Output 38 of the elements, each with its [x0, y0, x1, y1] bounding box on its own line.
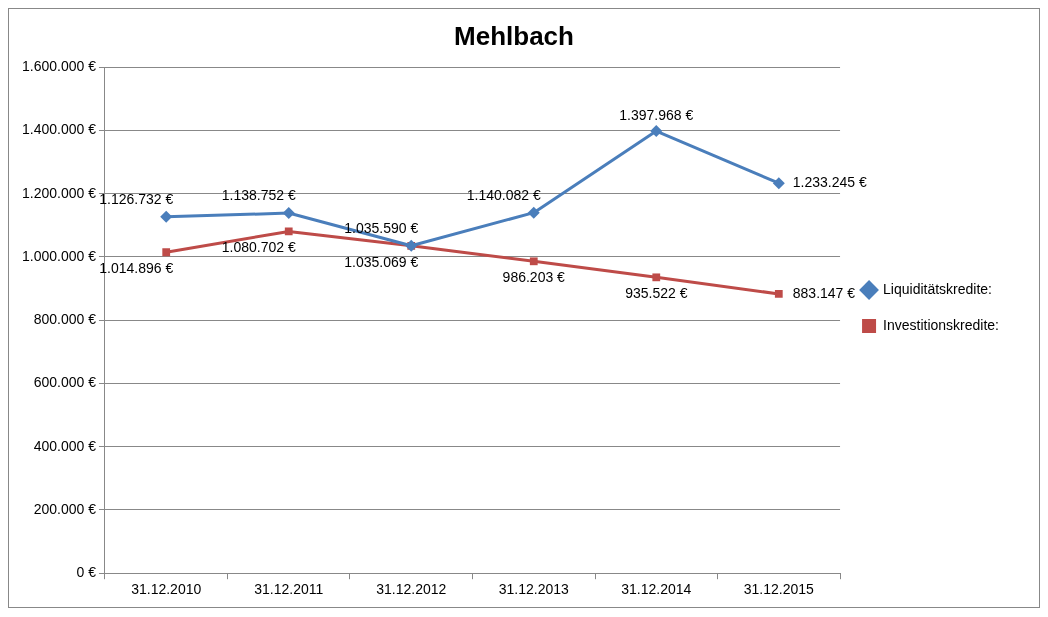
y-tick-label: 600.000 €	[33, 374, 97, 391]
point	[650, 125, 663, 138]
data-label: 1.233.245 €	[792, 174, 867, 191]
data-label: 883.147 €	[792, 284, 856, 301]
data-label: 1.035.069 €	[344, 253, 419, 270]
point	[772, 177, 785, 190]
x-tick-label: 31.12.2014	[621, 581, 692, 598]
data-label: 1.138.752 €	[221, 186, 296, 203]
legend-label: Investitionskredite:	[883, 316, 1000, 333]
data-label: 935.522 €	[625, 285, 688, 302]
x-tick-label: 31.12.2012	[376, 581, 447, 598]
data-label: 1.397.968 €	[619, 106, 694, 123]
point	[162, 248, 171, 257]
point	[529, 257, 538, 266]
x-tick-label: 31.12.2010	[131, 581, 202, 598]
chart-title: Mehlbach	[454, 20, 574, 51]
y-tick-label: 800.000 €	[33, 311, 97, 328]
y-tick-label: 1.000.000 €	[21, 247, 97, 264]
data-label: 1.014.896 €	[99, 260, 174, 277]
legend-label: Liquiditätskredite:	[883, 280, 993, 297]
data-label: 1.035.590 €	[344, 219, 419, 236]
y-tick-label: 1.200.000 €	[21, 184, 97, 201]
data-label: 1.140.082 €	[466, 186, 541, 203]
point	[284, 227, 293, 236]
x-tick-label: 31.12.2015	[743, 581, 815, 598]
x-tick-label: 31.12.2013	[498, 581, 570, 598]
point	[774, 290, 783, 298]
x-tick-label: 31.12.2011	[254, 581, 324, 598]
point	[527, 206, 540, 219]
data-label: 986.203 €	[502, 269, 566, 286]
y-tick-label: 400.000 €	[33, 437, 97, 454]
point	[652, 273, 661, 282]
y-tick-label: 1.400.000 €	[21, 121, 97, 138]
y-tick-label: 0 €	[76, 564, 97, 581]
y-tick-label: 200.000 €	[33, 500, 97, 517]
data-label: 1.080.702 €	[221, 239, 296, 256]
data-label: 1.126.732 €	[99, 190, 174, 207]
y-tick-label: 1.600.000 €	[21, 58, 97, 75]
